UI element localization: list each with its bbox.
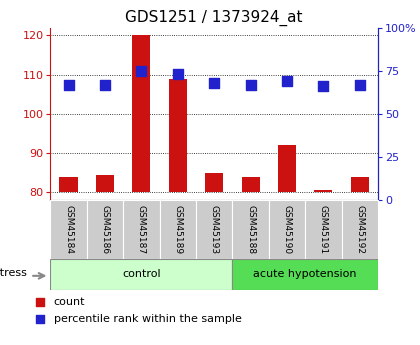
Text: GSM45190: GSM45190 bbox=[283, 205, 291, 254]
FancyBboxPatch shape bbox=[87, 200, 123, 259]
FancyBboxPatch shape bbox=[160, 200, 196, 259]
Point bbox=[174, 71, 181, 77]
FancyBboxPatch shape bbox=[196, 200, 232, 259]
FancyBboxPatch shape bbox=[232, 259, 378, 290]
Text: GSM45187: GSM45187 bbox=[137, 205, 146, 254]
Bar bbox=[278, 145, 296, 192]
Text: GSM45193: GSM45193 bbox=[210, 205, 219, 254]
Text: stress: stress bbox=[0, 268, 28, 278]
FancyBboxPatch shape bbox=[50, 259, 232, 290]
Bar bbox=[60, 177, 78, 192]
Point bbox=[320, 83, 327, 89]
FancyBboxPatch shape bbox=[341, 200, 378, 259]
Point bbox=[37, 299, 43, 305]
Bar bbox=[96, 175, 114, 192]
Point bbox=[102, 82, 108, 87]
Text: percentile rank within the sample: percentile rank within the sample bbox=[54, 314, 241, 324]
Text: GSM45189: GSM45189 bbox=[173, 205, 182, 254]
Text: GSM45191: GSM45191 bbox=[319, 205, 328, 254]
Text: GSM45192: GSM45192 bbox=[355, 205, 364, 254]
FancyBboxPatch shape bbox=[50, 200, 87, 259]
FancyBboxPatch shape bbox=[232, 200, 269, 259]
Text: GSM45188: GSM45188 bbox=[246, 205, 255, 254]
FancyBboxPatch shape bbox=[305, 200, 341, 259]
Bar bbox=[241, 177, 260, 192]
Text: control: control bbox=[122, 269, 161, 279]
Text: GSM45184: GSM45184 bbox=[64, 205, 73, 254]
Point bbox=[211, 80, 218, 86]
Bar bbox=[314, 190, 333, 192]
Point bbox=[284, 78, 290, 84]
Text: GSM45186: GSM45186 bbox=[100, 205, 110, 254]
Point bbox=[357, 82, 363, 87]
Point bbox=[138, 68, 145, 73]
Point bbox=[37, 316, 43, 322]
Bar bbox=[205, 172, 223, 192]
Bar bbox=[351, 177, 369, 192]
FancyBboxPatch shape bbox=[123, 200, 160, 259]
Bar bbox=[132, 36, 150, 192]
FancyBboxPatch shape bbox=[269, 200, 305, 259]
Text: acute hypotension: acute hypotension bbox=[253, 269, 357, 279]
Bar bbox=[169, 79, 187, 192]
Point bbox=[65, 82, 72, 87]
Text: count: count bbox=[54, 297, 85, 307]
Title: GDS1251 / 1373924_at: GDS1251 / 1373924_at bbox=[126, 10, 303, 26]
Point bbox=[247, 82, 254, 87]
